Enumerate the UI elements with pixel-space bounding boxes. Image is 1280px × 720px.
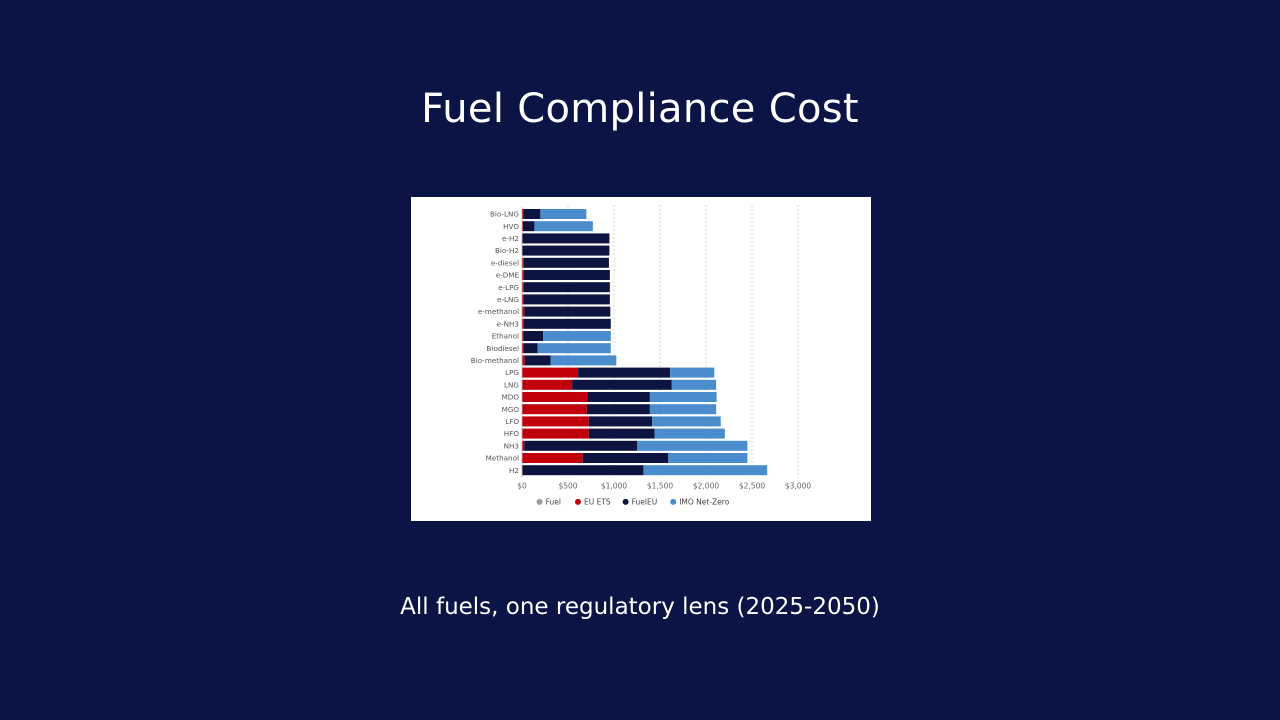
y-category-label: NH3 — [504, 441, 519, 450]
x-tick-label: $1,000 — [601, 481, 627, 490]
bar-segment — [523, 282, 610, 293]
legend-label: Fuel — [546, 497, 561, 506]
y-category-label: Bio-methanol — [471, 356, 519, 365]
bar-segment — [582, 453, 669, 463]
bar-segment — [522, 282, 524, 293]
chart-card: $0 $500 $1,000 $1,500 $2,000 $2,500 $3,000 Bio-… — [411, 197, 871, 521]
bar-segment — [637, 440, 748, 451]
y-category-label: e-diesel — [491, 258, 519, 267]
legend-marker — [622, 498, 629, 505]
bar-segment — [522, 318, 524, 329]
x-tick-label: $0 — [517, 481, 527, 490]
bar-segment — [522, 392, 588, 402]
y-category-label: Bio-H2 — [495, 246, 519, 255]
bar-segment — [522, 379, 573, 390]
bar-segment — [522, 343, 524, 354]
bar-segment — [523, 270, 610, 280]
legend-marker — [536, 498, 543, 505]
bar-segment — [524, 440, 637, 451]
bar-segment — [524, 306, 611, 317]
bar-segment — [522, 404, 587, 415]
slide-subtitle: All fuels, one regulatory lens (2025-205… — [400, 594, 880, 620]
y-category-label: Biodiesel — [487, 344, 519, 353]
bar-segment — [543, 331, 611, 341]
bar-segment — [522, 367, 579, 378]
bar-segment — [643, 465, 768, 476]
bar-segment — [670, 367, 715, 378]
x-tick-label: $1,500 — [647, 481, 673, 490]
y-category-label: e-H2 — [502, 234, 519, 243]
bar-segment — [522, 233, 610, 244]
y-category-label: e-methanol — [478, 307, 519, 316]
bar-segment — [522, 465, 644, 476]
bar-segment — [540, 209, 587, 219]
bar-segment — [522, 440, 525, 451]
bar-segment — [578, 367, 671, 378]
stacked-bar-chart: $0 $500 $1,000 $1,500 $2,000 $2,500 $3,000 Bio-… — [471, 205, 811, 506]
bar-segment — [671, 379, 717, 390]
y-category-label: Ethanol — [492, 332, 519, 341]
bar-segment — [522, 221, 535, 232]
bar-segment — [587, 392, 650, 402]
y-category-label: Bio-LNG — [490, 210, 519, 219]
bar-segment — [572, 379, 672, 390]
y-category-label: MGO — [502, 405, 520, 414]
bar-segment — [537, 343, 611, 354]
x-tick-label: $500 — [558, 481, 577, 490]
bar-segment — [550, 355, 617, 366]
y-category-label: LFO — [505, 417, 519, 426]
y-category-label: e-NH3 — [497, 319, 519, 328]
bar-segment — [522, 257, 524, 268]
bar-segment — [534, 221, 593, 232]
y-category-label: Methanol — [486, 454, 519, 463]
legend-label: IMO Net-Zero — [679, 497, 730, 506]
y-category-label: LNG — [504, 380, 519, 389]
x-tick-label: $2,000 — [693, 481, 719, 490]
bar-segment — [522, 306, 525, 317]
slide-title: Fuel Compliance Cost — [421, 86, 859, 132]
bar-segment — [522, 453, 583, 463]
bar-segment — [523, 331, 544, 341]
y-category-label: MDO — [502, 393, 520, 402]
legend-marker — [670, 498, 677, 505]
bar-segment — [649, 404, 717, 415]
bar-segment — [588, 416, 653, 427]
y-category-label: LPG — [505, 368, 519, 377]
y-category-label: HFO — [504, 429, 520, 438]
bar-segment — [652, 416, 721, 427]
bar-segment — [654, 428, 725, 439]
bar-segment — [522, 270, 524, 280]
y-category-label: e-LPG — [498, 283, 519, 292]
bar-segment — [649, 392, 717, 402]
x-tick-label: $3,000 — [785, 481, 811, 490]
legend-marker — [575, 498, 581, 505]
bar-segment — [522, 245, 610, 256]
bar-segment — [522, 355, 525, 366]
y-category-label: H2 — [509, 466, 519, 475]
bar-segment — [588, 428, 655, 439]
y-category-label: e-LNG — [497, 295, 519, 304]
bar-segment — [586, 404, 650, 415]
legend-label: FuelEU — [632, 497, 658, 506]
bar-segment — [522, 221, 523, 232]
bar-segment — [523, 318, 611, 329]
bar-segment — [523, 343, 538, 354]
y-category-label: HVO — [503, 222, 519, 231]
legend-label: EU ETS — [584, 497, 611, 506]
bar-segment — [522, 294, 524, 305]
x-tick-label: $2,500 — [739, 481, 765, 490]
bar-segment — [522, 416, 589, 427]
bar-segment — [523, 209, 541, 219]
bar-segment — [524, 355, 551, 366]
y-category-label: e-DME — [496, 271, 520, 280]
bar-segment — [522, 209, 524, 219]
bar-segment — [523, 294, 610, 305]
bar-segment — [668, 453, 748, 463]
bar-segment — [523, 257, 609, 268]
bar-segment — [522, 428, 589, 439]
bar-segment — [522, 331, 524, 341]
